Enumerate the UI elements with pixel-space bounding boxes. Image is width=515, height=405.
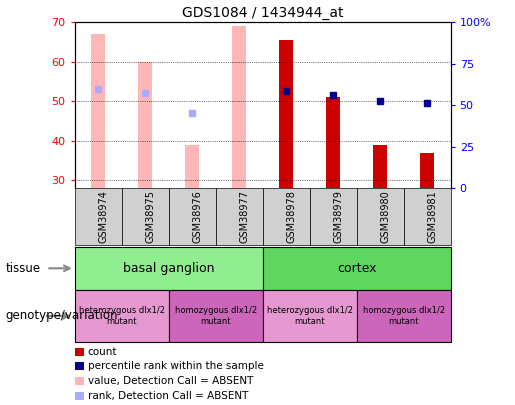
Text: GSM38975: GSM38975	[145, 190, 155, 243]
Text: GSM38980: GSM38980	[380, 190, 390, 243]
Text: heterozygous dlx1/2
mutant: heterozygous dlx1/2 mutant	[79, 306, 165, 326]
Bar	[373, 145, 387, 188]
Bar	[138, 62, 152, 188]
Text: heterozygous dlx1/2
mutant: heterozygous dlx1/2 mutant	[267, 306, 353, 326]
Bar	[420, 153, 434, 188]
Text: percentile rank within the sample: percentile rank within the sample	[88, 361, 264, 371]
Text: GSM38981: GSM38981	[427, 190, 437, 243]
Text: GSM38977: GSM38977	[239, 190, 249, 243]
Text: genotype/variation: genotype/variation	[5, 309, 117, 322]
Text: GSM38978: GSM38978	[286, 190, 296, 243]
Bar	[326, 97, 340, 188]
Text: rank, Detection Call = ABSENT: rank, Detection Call = ABSENT	[88, 391, 248, 401]
Text: value, Detection Call = ABSENT: value, Detection Call = ABSENT	[88, 376, 253, 386]
Text: homozygous dlx1/2
mutant: homozygous dlx1/2 mutant	[363, 306, 444, 326]
Title: GDS1084 / 1434944_at: GDS1084 / 1434944_at	[182, 6, 344, 20]
Text: GSM38974: GSM38974	[98, 190, 108, 243]
Text: GSM38979: GSM38979	[333, 190, 343, 243]
Text: homozygous dlx1/2
mutant: homozygous dlx1/2 mutant	[175, 306, 256, 326]
Text: GSM38976: GSM38976	[192, 190, 202, 243]
Text: cortex: cortex	[337, 262, 376, 275]
Bar	[232, 26, 246, 188]
Bar	[91, 34, 105, 188]
Bar	[279, 40, 293, 188]
Bar	[185, 145, 199, 188]
Text: basal ganglion: basal ganglion	[123, 262, 214, 275]
Text: tissue: tissue	[5, 262, 40, 275]
Text: count: count	[88, 347, 117, 356]
